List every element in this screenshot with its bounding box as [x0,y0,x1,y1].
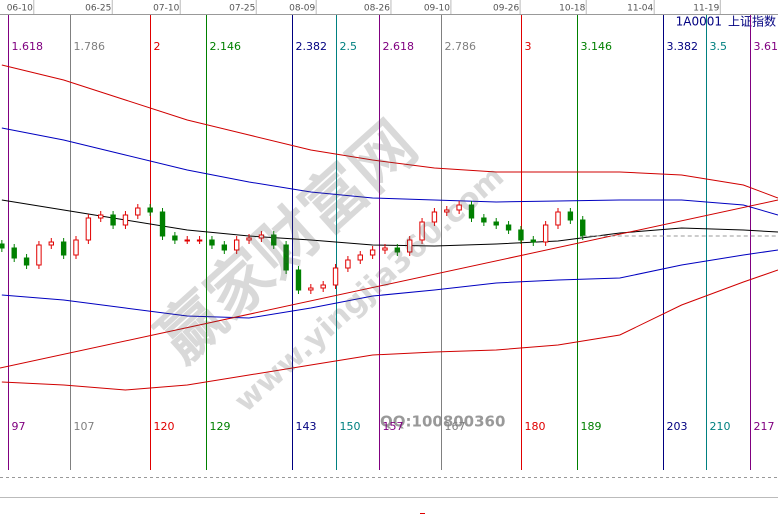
bar-label: 107 [74,420,95,433]
candle-body [122,214,129,226]
candle-body [357,254,363,261]
candle-body [184,239,190,242]
band-line [1,64,778,199]
candle-body [580,219,586,237]
x-tick-label: 10-18 [559,4,585,14]
ratio-label: 3.618 [754,40,778,53]
x-tick-label: 06-25 [85,4,111,14]
band-line [1,249,778,319]
ratio-label: 3.146 [581,40,613,53]
x-tick-label: 09-10 [424,4,450,14]
candle-body [147,207,153,213]
ratio-label: 2.618 [383,40,415,53]
candle-body [518,229,524,241]
candle-body [73,239,79,256]
x-tick-label: 07-25 [229,4,255,14]
candle-body [542,224,549,243]
candle-body [196,239,203,242]
candle-body [419,221,425,241]
ratio-label: 3.382 [667,40,699,53]
candle-body [172,235,178,241]
ratio-label: 2.146 [210,40,242,53]
bar-label: 167 [445,420,466,433]
x-tick-label: 11-04 [627,4,653,14]
candle-body [271,234,277,246]
ratio-label: 2.382 [296,40,328,53]
bar-label: 203 [667,420,688,433]
candle-body [468,204,475,219]
candle-body [36,244,42,266]
x-tick-label: 11-19 [693,4,719,14]
ratio-label: 2 [154,40,161,53]
candle-body [456,204,462,211]
candle-body [209,239,215,246]
candle-body [332,267,339,286]
trend-line [0,199,778,369]
candle-body [369,249,376,256]
x-tick-label: 07-10 [153,4,179,14]
bar-label: 157 [383,420,404,433]
x-tick-label: 08-26 [364,4,390,14]
bar-label: 217 [754,420,775,433]
watermark-qq: QQ:100800360 [380,413,505,431]
candle-body [159,211,166,237]
candle-body [382,247,388,251]
candle-body [308,287,314,291]
bar-label: 180 [525,420,546,433]
candle-body [481,217,487,223]
candle-body [394,247,401,253]
candle-body [135,207,141,216]
candle-body [85,217,92,241]
x-tick-label: 06-10 [7,4,33,14]
ratio-label: 2.786 [445,40,477,53]
ratio-label: 1.618 [12,40,44,53]
candle-body [0,243,5,249]
candle-body [233,239,240,251]
band-line [1,127,778,216]
candle-body [23,257,30,266]
band-line [1,199,778,247]
candle-body [295,269,302,291]
candle-body [283,244,289,271]
candle-body [98,214,104,219]
ratio-label: 3.5 [710,40,728,53]
band-line [1,269,778,391]
candle-body [221,244,228,251]
candle-body [493,221,499,226]
candle-body [11,247,17,259]
bar-label: 120 [154,420,175,433]
ratio-label: 2.5 [340,40,358,53]
bar-label: 150 [340,420,361,433]
candle-body [431,211,438,223]
bar-label: 210 [710,420,731,433]
candle-body [345,259,351,269]
index-name: 上证指数 [728,14,776,29]
candle-body [567,211,574,221]
ratio-label: 3 [525,40,532,53]
candle-body [48,241,54,246]
candle-body [407,239,413,253]
candle-body [505,224,512,231]
bar-label: 143 [296,420,317,433]
x-tick-label: 09-26 [493,4,519,14]
bar-label: 189 [581,420,602,433]
symbol: 1A0001 [676,15,722,29]
candle-body [444,209,450,213]
bar-label: 97 [12,420,26,433]
candle-body [555,211,561,226]
ratio-label: 1.786 [74,40,106,53]
candle-body [110,214,116,226]
candle-body [258,234,265,239]
candle-body [60,241,67,256]
bar-label: 129 [210,420,231,433]
candle-body [246,237,252,241]
candle-body [530,239,536,243]
candle-body [320,284,326,289]
x-tick-label: 08-09 [289,4,315,14]
